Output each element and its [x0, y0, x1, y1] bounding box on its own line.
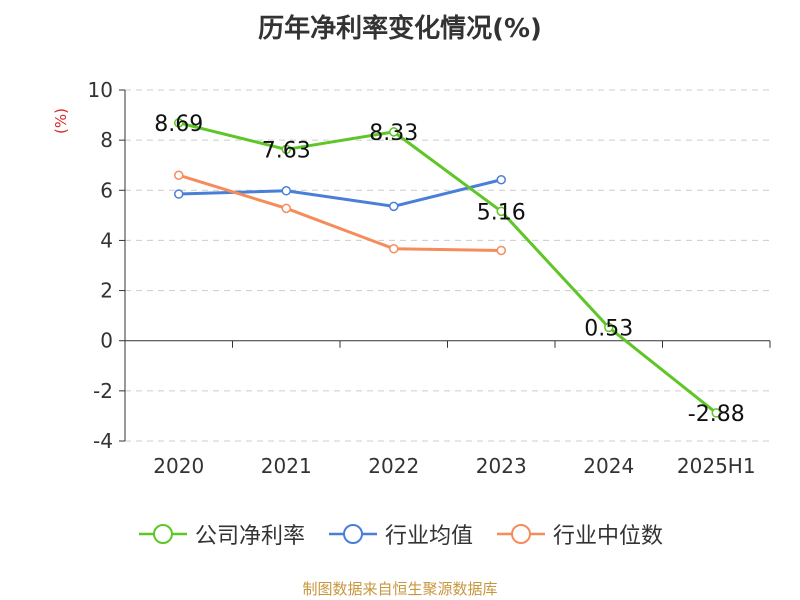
data-point	[174, 189, 184, 199]
y-tick-label: 10	[88, 78, 113, 102]
legend-item[interactable]: 行业中位数	[495, 518, 663, 550]
x-tick-label: 2020	[153, 454, 204, 478]
series-line	[178, 173, 502, 252]
data-point	[389, 243, 399, 254]
data-point	[389, 127, 399, 137]
data-label: 7.63	[262, 138, 311, 163]
data-label: 5.16	[477, 200, 526, 225]
y-tick-label: 4	[100, 228, 113, 252]
y-tick-label: 2	[100, 279, 113, 303]
chart-legend: 公司净利率 行业均值 行业中位数	[0, 518, 800, 550]
x-tick-label: 2025H1	[677, 454, 756, 478]
legend-item[interactable]: 行业均值	[327, 518, 473, 550]
data-label: -2.88	[688, 402, 745, 427]
data-label: 0.53	[584, 316, 633, 341]
y-tick-label: -4	[93, 429, 113, 453]
data-label: 8.33	[369, 121, 418, 146]
x-tick-label: 2023	[476, 454, 527, 478]
data-source-footer: 制图数据来自恒生聚源数据库	[302, 580, 498, 598]
y-tick-label: -2	[93, 379, 113, 403]
chart-title: 历年净利率变化情况(%)	[258, 14, 542, 44]
legend-item[interactable]: 公司净利率	[137, 518, 305, 550]
x-tick-label: 2022	[368, 454, 419, 478]
data-point	[174, 118, 184, 128]
y-tick-label: 6	[100, 178, 113, 202]
data-point	[604, 322, 614, 333]
data-point	[496, 175, 506, 185]
legend-label: 公司净利率	[194, 524, 305, 549]
series-line	[178, 121, 718, 415]
x-tick-label: 2024	[583, 454, 634, 478]
legend-label: 行业中位数	[553, 524, 664, 549]
data-point	[174, 170, 184, 180]
data-point	[281, 144, 291, 155]
data-point	[711, 408, 721, 418]
data-point	[496, 245, 506, 256]
data-point	[281, 203, 291, 214]
data-point	[389, 201, 399, 212]
legend-label: 行业均值	[384, 524, 473, 549]
x-tick-label: 2021	[261, 454, 312, 478]
legend-line-circle-icon	[497, 524, 545, 544]
data-label: 8.69	[154, 112, 203, 137]
y-tick-label: 0	[100, 329, 113, 353]
legend-line-circle-icon	[138, 524, 187, 544]
data-point	[281, 186, 291, 196]
y-tick-label: 8	[100, 128, 113, 152]
series-line	[178, 178, 502, 208]
data-point	[496, 206, 506, 217]
legend-line-circle-icon	[328, 524, 377, 544]
